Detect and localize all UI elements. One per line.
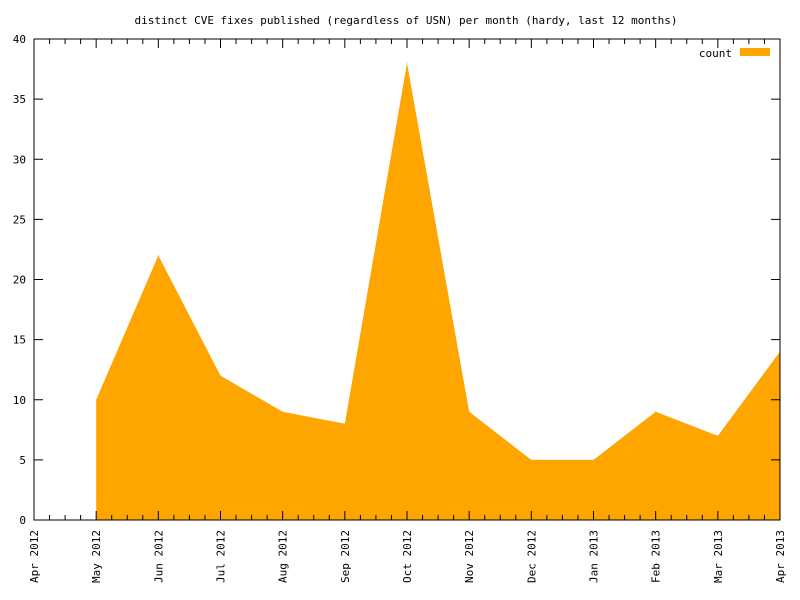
data-point-aug-2012 [282, 411, 284, 413]
data-point-sep-2012 [344, 423, 346, 425]
axes: 0 5 10 15 20 25 30 35 40 Apr 2012 May 2012 Jun 2012… [13, 33, 787, 583]
legend: count [699, 47, 770, 60]
y-tick-label: 0 [19, 514, 26, 527]
y-tick-label: 15 [13, 334, 26, 347]
x-tick-label: Jun 2012 [152, 530, 165, 583]
x-tick-label: Feb 2013 [650, 530, 663, 583]
y-tick-label: 20 [13, 274, 26, 287]
data-point-may-2012 [95, 399, 97, 401]
y-tick-label: 40 [13, 33, 26, 46]
x-tick-label: Aug 2012 [277, 530, 290, 583]
data-point-jan-2013 [593, 459, 594, 461]
x-tick-label: Jan 2013 [588, 530, 601, 583]
chart-title: distinct CVE fixes published (regardless… [134, 14, 677, 27]
x-tick-label: Sep 2012 [339, 530, 352, 583]
data-point-jul-2012 [220, 375, 221, 377]
x-tick-label: May 2012 [90, 530, 103, 583]
x-tick-label: Jul 2012 [215, 530, 228, 583]
y-tick-label: 5 [19, 454, 26, 467]
plot-area [95, 62, 781, 521]
series-area-count [96, 63, 780, 521]
data-point-oct-2012 [406, 62, 408, 64]
data-point-feb-2013 [655, 411, 657, 413]
y-tick-label: 30 [13, 153, 26, 166]
data-point-jun-2012 [157, 254, 159, 256]
x-tick-label: Dec 2012 [525, 530, 538, 583]
data-point-mar-2013 [717, 435, 719, 437]
legend-label-count: count [699, 47, 732, 60]
y-tick-label: 25 [13, 213, 26, 226]
x-tick-label: Apr 2013 [774, 530, 787, 583]
y-tick-label: 35 [13, 93, 26, 106]
y-tick-label: 10 [13, 394, 26, 407]
x-tick-label: Mar 2013 [712, 530, 725, 583]
legend-swatch-count [740, 48, 770, 56]
data-point-dec-2012 [530, 459, 532, 461]
x-tick-label: Apr 2012 [28, 530, 41, 583]
data-point-nov-2012 [468, 411, 470, 413]
x-tick-label: Oct 2012 [401, 530, 414, 583]
x-tick-label: Nov 2012 [463, 530, 476, 583]
